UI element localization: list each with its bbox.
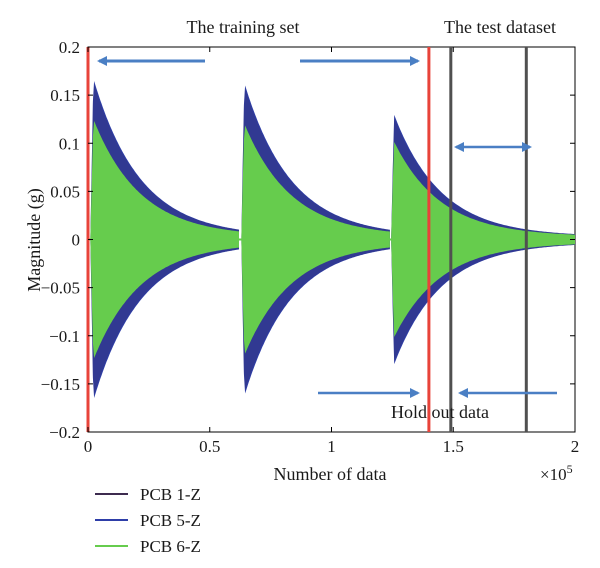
annotation-hold-out: Hold out data	[391, 402, 489, 422]
y-axis-label: Magnitude (g)	[24, 188, 45, 291]
x-tick-label: 1.5	[443, 437, 464, 456]
y-tick-label: −0.15	[41, 375, 80, 394]
x-axis-multiplier: ×105	[540, 462, 573, 484]
x-tick-labels: 0 0.5 1 1.5 2	[84, 437, 580, 456]
x-axis-label: Number of data	[274, 464, 387, 484]
annotation-arrows	[97, 56, 557, 398]
y-tick-label: −0.2	[49, 423, 80, 442]
y-tick-label: −0.1	[49, 327, 80, 346]
signal-layer	[88, 81, 575, 398]
annotation-training-set: The training set	[187, 17, 300, 37]
annotation-test-dataset: The test dataset	[444, 17, 556, 37]
x-tick-label: 2	[571, 437, 580, 456]
x-tick-label: 0	[84, 437, 93, 456]
legend-label: PCB 5-Z	[140, 511, 201, 530]
y-tick-label: 0.2	[59, 38, 80, 57]
y-tick-label: 0.05	[50, 182, 80, 201]
x-tick-label: 0.5	[199, 437, 220, 456]
y-tick-label: −0.05	[41, 279, 80, 298]
y-tick-label: 0.1	[59, 134, 80, 153]
y-tick-label: 0	[72, 231, 81, 250]
y-tick-labels: 0.2 0.15 0.1 0.05 0 −0.05 −0.1 −0.15 −0.2	[41, 38, 80, 442]
y-tick-label: 0.15	[50, 86, 80, 105]
legend-label: PCB 6-Z	[140, 537, 201, 556]
axis-ticks	[87, 46, 576, 433]
legend-label: PCB 1-Z	[140, 485, 201, 504]
x-tick-label: 1	[327, 437, 336, 456]
legend: PCB 1-Z PCB 5-Z PCB 6-Z	[95, 485, 201, 556]
